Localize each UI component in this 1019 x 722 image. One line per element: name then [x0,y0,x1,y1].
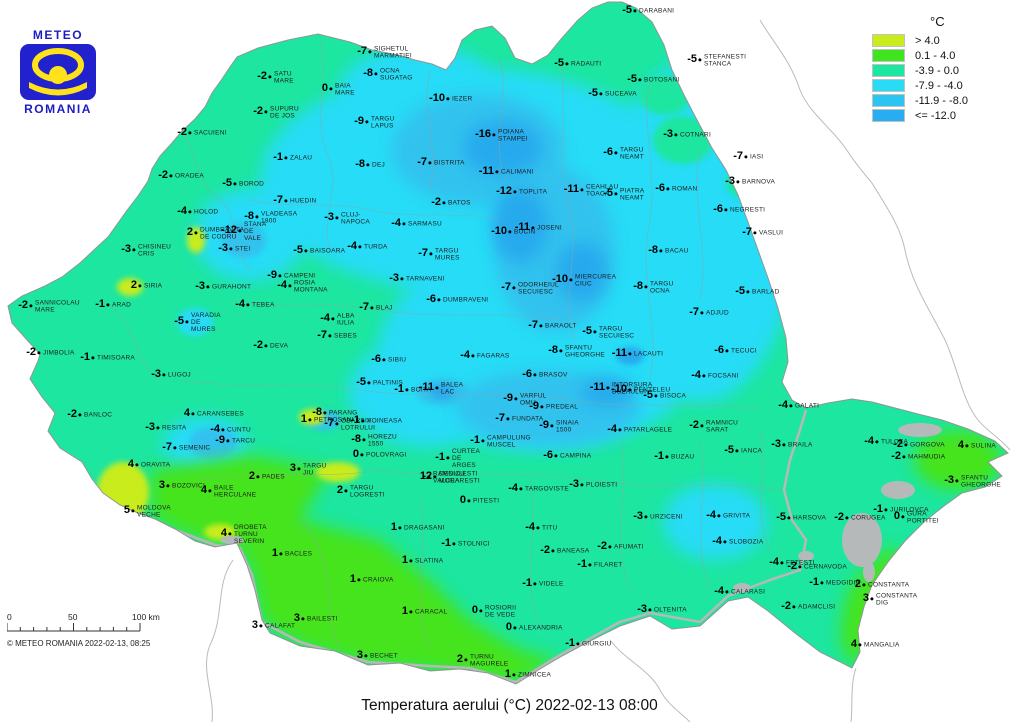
legend-item-3: -7.9 - -4.0 [872,78,968,93]
logo-emblem [20,44,96,100]
zone-yellow-group [97,227,360,540]
scale-bar: 0 50 100 km © METEO ROMANIA 2022-02-13, … [6,612,207,648]
danube-river [129,409,942,684]
scale-label-100km: 100 km [132,612,160,622]
legend-label: > 4.0 [915,34,940,47]
scale-bar-ruler [6,623,141,632]
legend-title: °C [930,14,945,29]
map-title: Temperatura aerului (°C) 2022-02-13 08:0… [361,697,658,714]
foreign-borders [206,19,1011,722]
county-borders [99,39,781,651]
legend-swatch [872,34,905,47]
legend-swatch [872,109,905,122]
logo-sun-icon [29,48,87,96]
legend-swatch [872,79,905,92]
copyright-text: © METEO ROMANIA 2022-02-13, 08:25 [7,639,151,648]
legend-item-1: 0.1 - 4.0 [872,48,968,63]
scale-label-0: 0 [7,612,12,622]
legend-swatch [872,49,905,62]
legend-label: <= -12.0 [915,109,956,122]
legend-label: -11.9 - -8.0 [915,94,968,107]
legend-label: 0.1 - 4.0 [915,49,956,62]
legend-item-2: -3.9 - 0.0 [872,63,968,78]
zone-blue-deep-group [463,120,633,406]
legend-item-5: <= -12.0 [872,108,968,123]
scale-label-50: 50 [68,612,78,622]
legend-swatch [872,94,905,107]
legend-rows: > 4.0 0.1 - 4.0 -3.9 - 0.0 -7.9 - -4.0 -11.9… [872,33,968,123]
scale-bar-labels: 0 50 100 km [7,612,167,622]
legend-item-0: > 4.0 [872,33,968,48]
meteo-romania-logo: METEO ROMANIA [12,28,104,116]
legend-label: -3.9 - 0.0 [915,64,960,77]
logo-text-top: METEO [32,28,84,42]
logo-text-bottom: ROMANIA [24,102,92,116]
legend-swatch [872,64,905,77]
country-outline [7,1,1009,685]
legend-label: -7.9 - -4.0 [915,79,963,92]
legend-item-4: -11.9 - -8.0 [872,93,968,108]
temperature-legend: °C > 4.0 0.1 - 4.0 -3.9 - 0.0 -7.9 - -4.0 -1… [872,14,968,123]
